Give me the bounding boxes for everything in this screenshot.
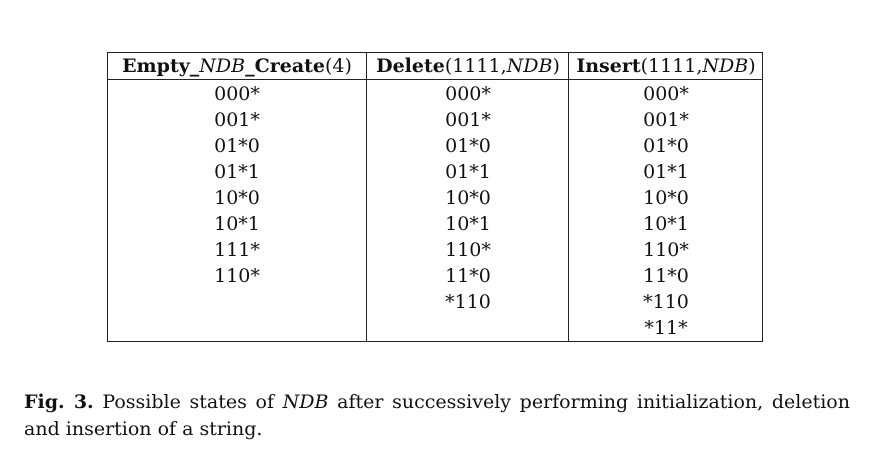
- header-plain-part: ): [748, 55, 756, 77]
- figure-caption: Fig. 3. Possible states of NDB after suc…: [24, 389, 850, 443]
- table-cell: 10*0: [445, 187, 491, 209]
- table-cell: 10*0: [643, 187, 689, 209]
- header-bold-part: Empty_: [122, 55, 200, 77]
- column-cells: 000* 001* 01*0 01*1 10*0 10*1 110* 11*0 …: [569, 80, 763, 341]
- table-cell: 01*0: [214, 135, 260, 157]
- header-italic-part: NDB: [506, 55, 553, 77]
- table-cell: 111*: [214, 239, 260, 261]
- table-cell: 001*: [643, 109, 689, 131]
- table-cell: 000*: [445, 83, 491, 105]
- caption-text: Possible states of: [93, 391, 283, 413]
- table-cell: 11*0: [643, 265, 689, 287]
- table-cell: 10*1: [214, 213, 260, 235]
- header-bold-part: _Create: [245, 55, 325, 77]
- table-cell: 01*1: [643, 161, 689, 183]
- column-cells: 000* 001* 01*0 01*1 10*0 10*1 111* 110*: [108, 80, 366, 289]
- column-header-delete: Delete(1111,NDB): [367, 53, 569, 80]
- table-cell: 01*0: [445, 135, 491, 157]
- header-plain-part: (4): [325, 55, 352, 77]
- table-cell: 000*: [643, 83, 689, 105]
- table-cell: *110: [445, 291, 491, 313]
- table-cell: *110: [643, 291, 689, 313]
- column-header-insert: Insert(1111,NDB): [569, 53, 763, 80]
- header-italic-part: NDB: [199, 55, 246, 77]
- table-cell: 001*: [214, 109, 260, 131]
- header-plain-part: ): [552, 55, 560, 77]
- table-cell: *11*: [644, 317, 688, 339]
- table-cell: 110*: [643, 239, 689, 261]
- column-cells: 000* 001* 01*0 01*1 10*0 10*1 110* 11*0 …: [367, 80, 569, 315]
- caption-label: Fig. 3.: [24, 391, 94, 413]
- header-bold-part: Insert: [576, 55, 641, 77]
- column-header-empty-ndb-create: Empty_NDB_Create(4): [108, 53, 366, 80]
- table-cell: 10*1: [643, 213, 689, 235]
- table-cell: 10*1: [445, 213, 491, 235]
- table-cell: 110*: [445, 239, 491, 261]
- table-cell: 110*: [214, 265, 260, 287]
- table-cell: 10*0: [214, 187, 260, 209]
- ndb-states-table: Empty_NDB_Create(4) 000* 001* 01*0 01*1 …: [107, 52, 763, 342]
- table-cell: 01*1: [214, 161, 260, 183]
- header-bold-part: Delete: [376, 55, 445, 77]
- header-plain-part: (1111,: [444, 55, 507, 77]
- column-empty-ndb-create: Empty_NDB_Create(4) 000* 001* 01*0 01*1 …: [108, 53, 366, 341]
- header-italic-part: NDB: [702, 55, 749, 77]
- caption-italic-term: NDB: [282, 391, 329, 413]
- header-plain-part: (1111,: [640, 55, 703, 77]
- table-cell: 11*0: [445, 265, 491, 287]
- table-cell: 01*1: [445, 161, 491, 183]
- table-cell: 000*: [214, 83, 260, 105]
- column-insert: Insert(1111,NDB) 000* 001* 01*0 01*1 10*…: [568, 53, 763, 341]
- table-cell: 001*: [445, 109, 491, 131]
- caption-text: after successively performing initializa…: [24, 391, 850, 440]
- column-delete: Delete(1111,NDB) 000* 001* 01*0 01*1 10*…: [366, 53, 569, 341]
- table-cell: 01*0: [643, 135, 689, 157]
